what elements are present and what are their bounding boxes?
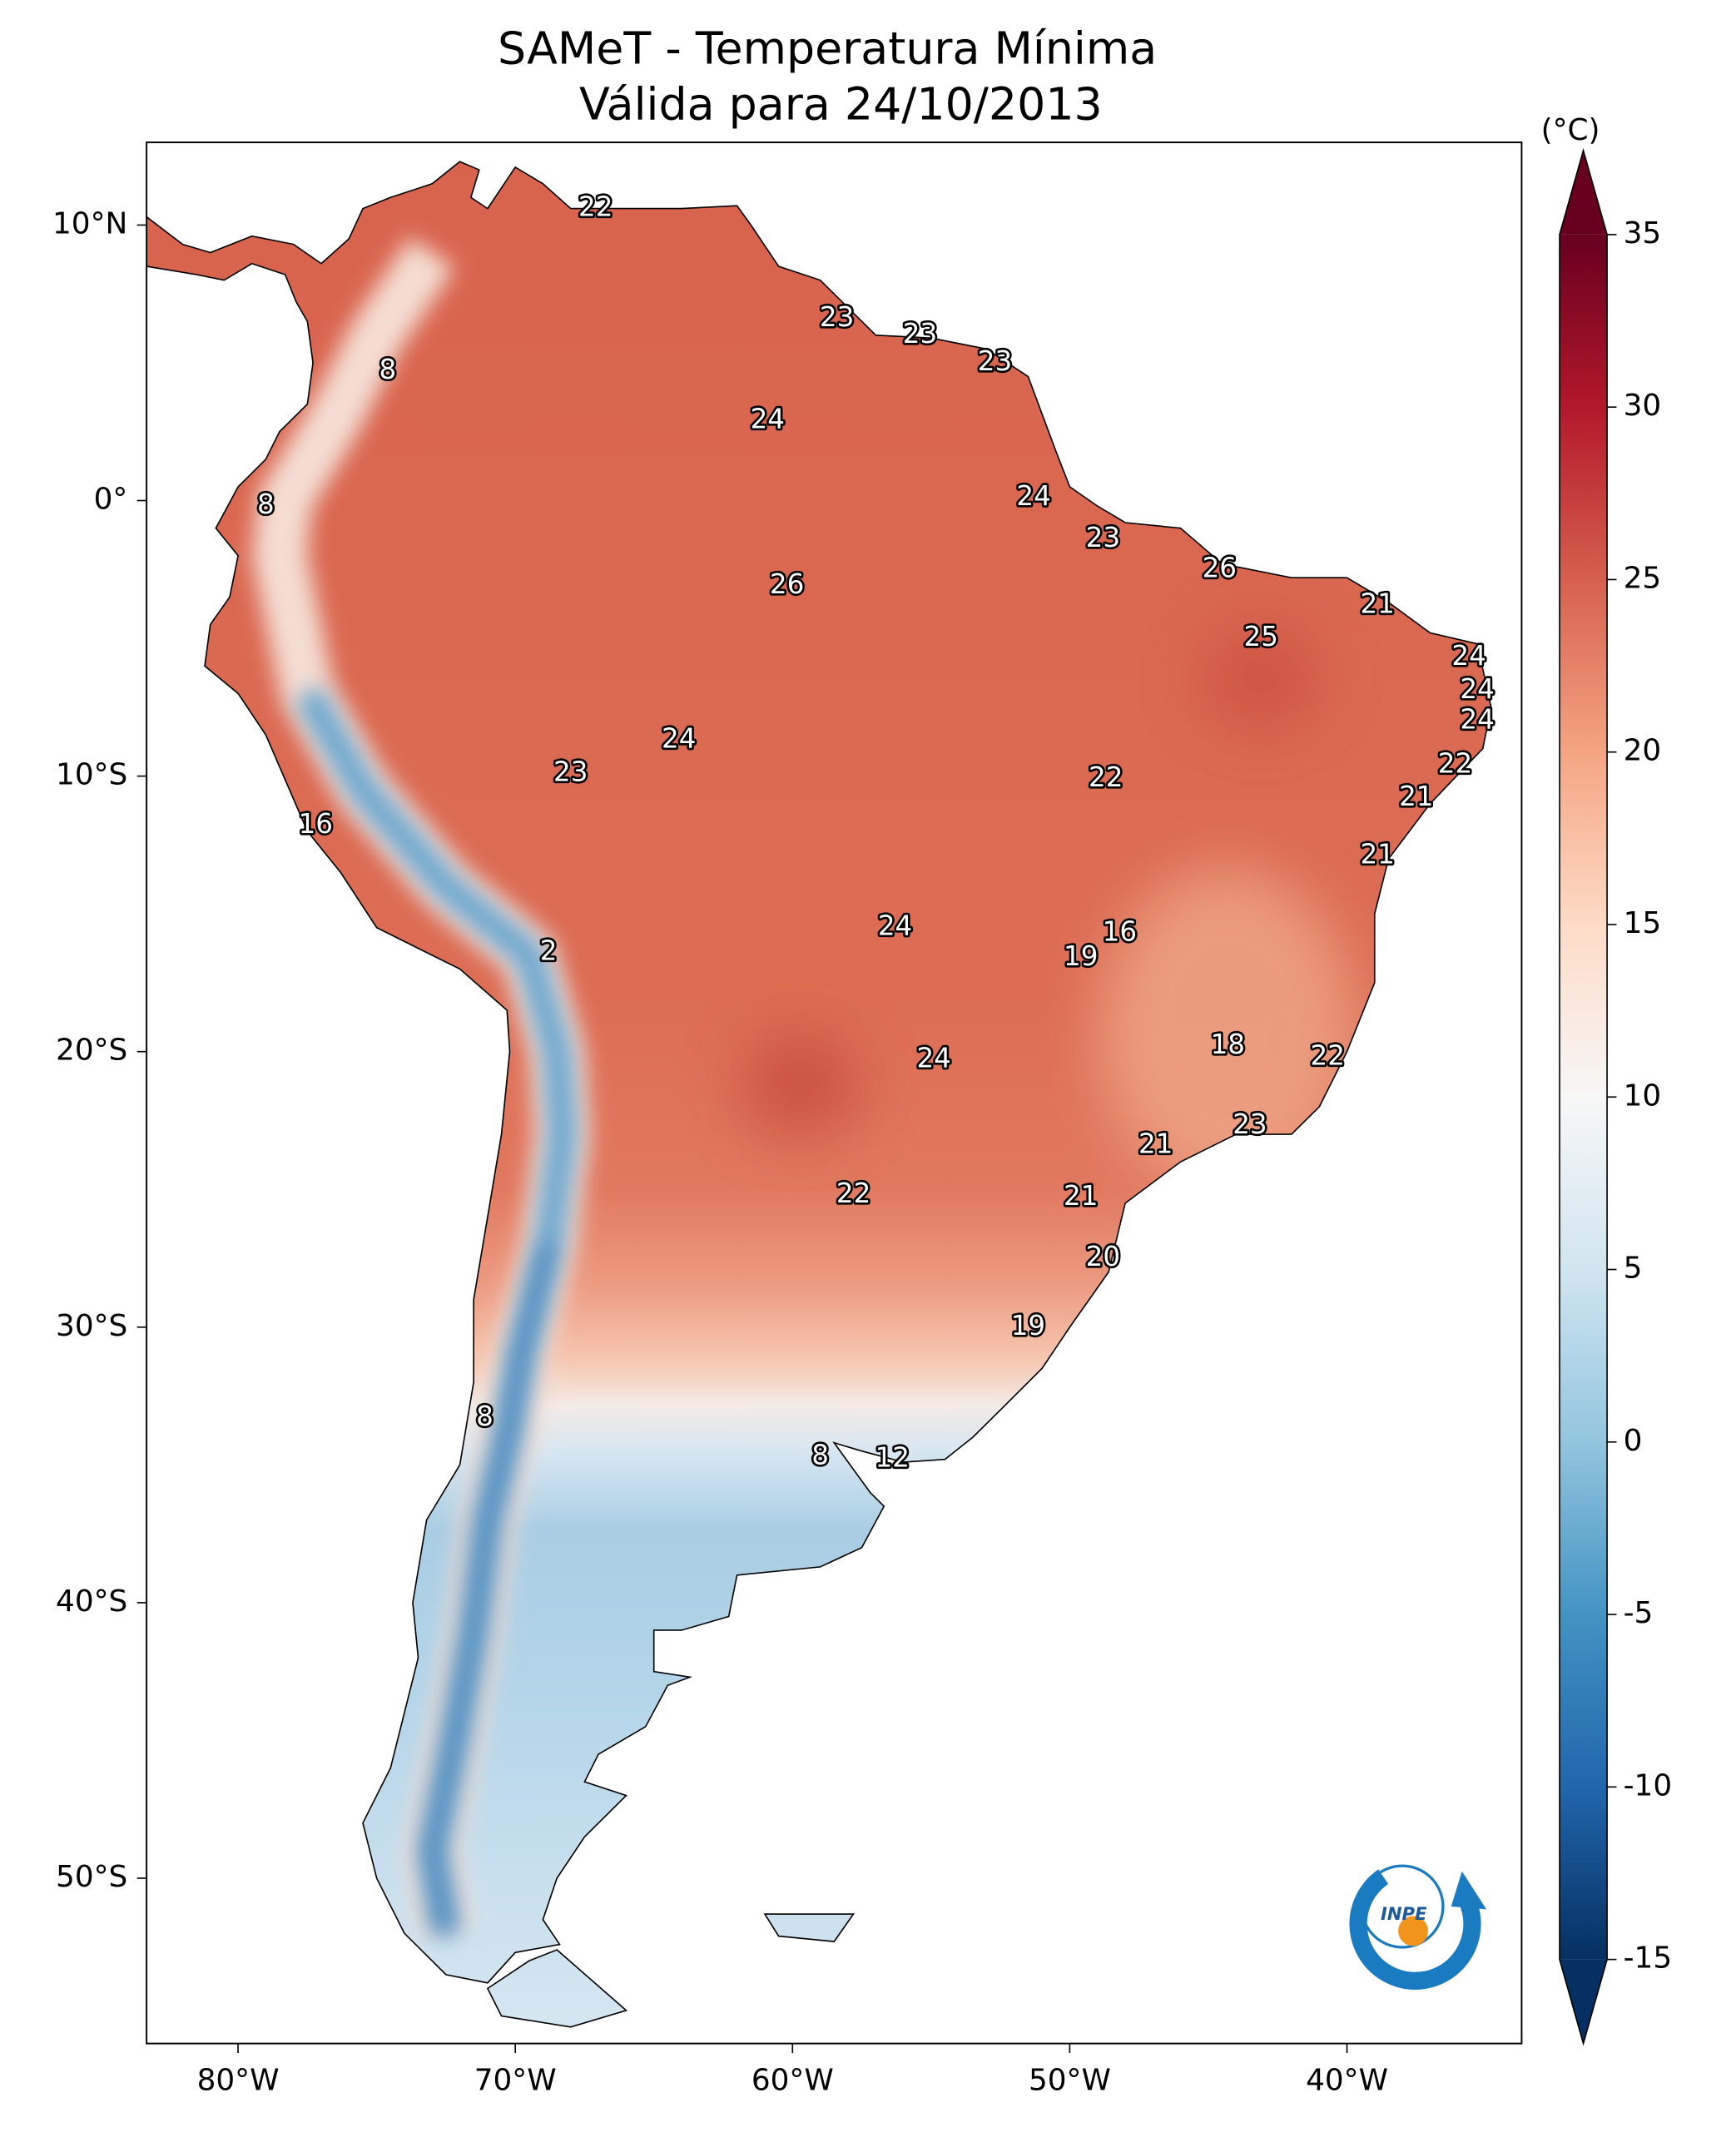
- warm-patch: [739, 1030, 861, 1139]
- y-tick-label: 10°N: [52, 206, 127, 240]
- logo-ring: [1360, 1864, 1445, 1949]
- colorbar: (°C) 35 30 25 20 15 10 5 0 -5 -10 -15: [1541, 113, 1673, 2046]
- station-value: 23: [903, 318, 937, 350]
- station-value: 8: [811, 1439, 829, 1470]
- station-value: 23: [978, 345, 1012, 377]
- colorbar-tick-label: 35: [1624, 216, 1662, 250]
- warm-patch: [1099, 867, 1357, 1193]
- station-value: 21: [1399, 781, 1433, 812]
- station-value: 22: [1089, 761, 1123, 793]
- colorbar-tick-label: 15: [1624, 906, 1662, 940]
- station-value: 24: [751, 404, 785, 435]
- station-value: 23: [1086, 522, 1120, 553]
- station-value: 26: [770, 568, 804, 600]
- station-value: 19: [1011, 1310, 1045, 1341]
- colorbar-label: (°C): [1541, 113, 1600, 147]
- station-value: 8: [476, 1401, 494, 1432]
- x-tick-label: 70°W: [474, 2063, 557, 2097]
- andes-core: [426, 1242, 554, 1935]
- station-value: 24: [1451, 640, 1486, 672]
- y-tick-label: 20°S: [56, 1034, 127, 1068]
- station-value: 20: [1086, 1241, 1120, 1272]
- x-tick-label: 40°W: [1306, 2063, 1388, 2097]
- coastline: [146, 161, 1492, 2028]
- y-tick-label: 10°S: [56, 758, 127, 792]
- colorbar-extend-bottom: [1560, 1959, 1608, 2044]
- warm-patch: [1200, 623, 1322, 732]
- inpe-logo: INPE: [1349, 1864, 1487, 1990]
- colorbar-tick-label: 5: [1624, 1252, 1643, 1286]
- station-value: 22: [836, 1178, 870, 1209]
- colorbar-tick-label: -15: [1624, 1941, 1673, 1976]
- y-tick-label: 40°S: [56, 1584, 127, 1619]
- station-value: 23: [820, 301, 854, 333]
- station-value: 24: [1460, 703, 1494, 735]
- station-value: 2: [540, 935, 558, 967]
- coast-path: [146, 161, 1492, 2028]
- station-value: 24: [1460, 673, 1494, 705]
- station-value: 8: [257, 488, 275, 520]
- station-value: 12: [875, 1442, 909, 1474]
- map-title: SAMeT - Temperatura Mínima: [498, 22, 1157, 75]
- station-value: 23: [1233, 1108, 1267, 1140]
- station-value: 21: [1360, 588, 1394, 619]
- x-tick-label: 60°W: [751, 2063, 834, 2097]
- station-value: 21: [1138, 1128, 1173, 1159]
- colorbar-body: [1560, 234, 1608, 1960]
- station-value: 21: [1360, 839, 1394, 870]
- x-tick-label: 80°W: [197, 2063, 280, 2097]
- colorbar-tick-label: -5: [1624, 1596, 1654, 1630]
- logo-text: INPE: [1381, 1903, 1427, 1924]
- map-subtitle: Válida para 24/10/2013: [579, 77, 1103, 130]
- station-value: 16: [299, 808, 333, 840]
- station-value: 24: [878, 910, 912, 942]
- y-tick-label: 30°S: [56, 1309, 127, 1343]
- station-value: 22: [1310, 1039, 1344, 1071]
- y-tick-label: 0°: [94, 483, 128, 517]
- y-tick-label: 50°S: [56, 1860, 127, 1894]
- axes: 80°W 70°W 60°W 50°W 40°W 10°N 0° 10°S 20°S 30°S 40…: [52, 206, 1388, 2097]
- temperature-field: [146, 161, 1491, 2027]
- logo-arrow: [1451, 1871, 1487, 1910]
- colorbar-tick-label: -10: [1624, 1768, 1673, 1802]
- map-frame: [146, 141, 1523, 2045]
- station-value: 19: [1064, 940, 1098, 972]
- station-value: 16: [1103, 915, 1137, 947]
- colorbar-tick-label: 20: [1624, 734, 1662, 768]
- station-value: 8: [379, 354, 397, 385]
- station-value: 25: [1244, 621, 1278, 652]
- station-value: 22: [578, 191, 613, 223]
- logo-dot: [1398, 1916, 1428, 1946]
- colorbar-tick-label: 30: [1624, 389, 1662, 423]
- station-value: 22: [1438, 747, 1472, 779]
- colorbar-extend-top: [1560, 150, 1608, 235]
- station-value: 24: [916, 1043, 950, 1074]
- colorbar-tick-label: 10: [1624, 1078, 1662, 1113]
- station-value: 26: [1203, 552, 1237, 583]
- station-value: 18: [1211, 1029, 1245, 1060]
- station-value: 24: [662, 723, 696, 755]
- colorbar-tick-label: 0: [1624, 1424, 1643, 1458]
- x-tick-label: 50°W: [1029, 2063, 1111, 2097]
- station-value: 21: [1064, 1180, 1098, 1212]
- station-value: 23: [553, 756, 588, 787]
- station-value: 24: [1016, 480, 1050, 512]
- colorbar-tick-label: 25: [1624, 561, 1662, 595]
